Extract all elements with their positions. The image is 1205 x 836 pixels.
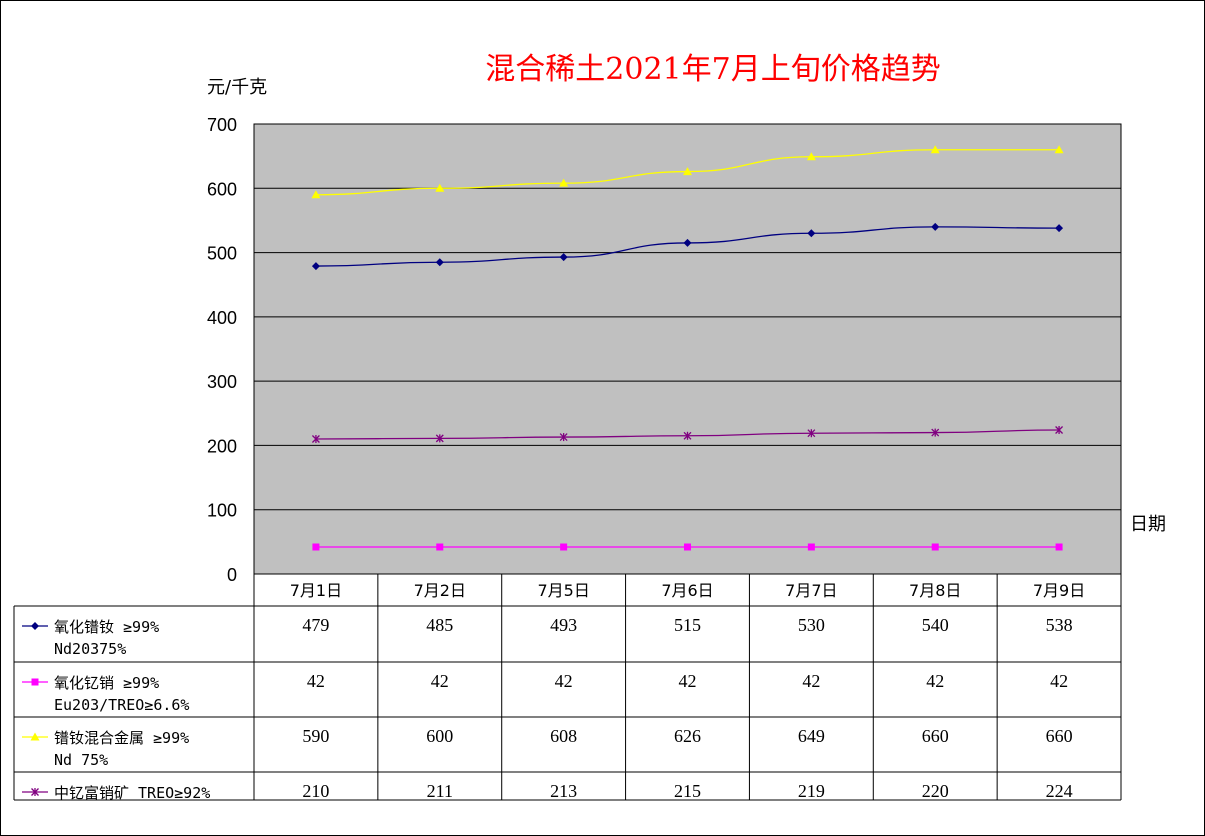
x-category-label: 7月7日 — [785, 581, 837, 600]
x-category-label: 7月5日 — [537, 581, 589, 600]
table-cell-value: 224 — [1046, 781, 1073, 801]
table-cell-value: 493 — [550, 615, 577, 635]
legend-marker — [31, 678, 39, 686]
data-point — [806, 152, 816, 161]
legend-label-line2: Nd20375% — [54, 640, 126, 658]
data-point — [1055, 543, 1063, 551]
data-point — [807, 429, 816, 438]
y-axis-ticks: 0 100 200 300 400 500 600 700 — [207, 115, 237, 585]
data-point — [931, 222, 940, 231]
x-category-label: 7月9日 — [1033, 581, 1085, 600]
series-lines — [311, 145, 1064, 551]
table-cell-value: 219 — [798, 781, 825, 801]
legend-label-line2: Nd 75% — [54, 751, 108, 769]
table-cell-value: 660 — [1046, 726, 1073, 746]
y-tick-label: 400 — [207, 308, 237, 328]
table-cell-value: 530 — [798, 615, 825, 635]
table-cell-value: 600 — [426, 726, 453, 746]
table-cell-value: 626 — [674, 726, 701, 746]
data-point — [436, 543, 444, 551]
table-cell-value: 215 — [674, 781, 701, 801]
table-cell-value: 42 — [555, 671, 573, 691]
x-axis-label: 日期 — [1130, 514, 1166, 535]
table-cell-value: 479 — [302, 615, 329, 635]
data-point — [807, 229, 816, 238]
table-cell-value: 590 — [302, 726, 329, 746]
table-cell-value: 42 — [431, 671, 449, 691]
table-cell-value: 649 — [798, 726, 825, 746]
series-3 — [311, 145, 1064, 199]
legend-marker — [31, 788, 39, 796]
table-cell-value: 42 — [802, 671, 820, 691]
data-point — [311, 435, 320, 443]
table-cell-value: 540 — [922, 615, 949, 635]
table-cell-value: 42 — [679, 671, 697, 691]
table-cell-value: 42 — [1050, 671, 1068, 691]
y-tick-label: 200 — [207, 436, 237, 456]
data-point — [559, 178, 569, 187]
table-cell-value: 42 — [926, 671, 944, 691]
chart-title: 混合稀土2021年7月上旬价格趋势 — [485, 52, 940, 87]
table-cell-value: 515 — [674, 615, 701, 635]
table-cell-value: 485 — [426, 615, 453, 635]
table-cell-value: 211 — [427, 781, 453, 801]
legend-label: 氧化钇销 ≥99% — [54, 674, 159, 692]
data-point — [559, 253, 568, 262]
plot-background — [253, 123, 1122, 575]
legend-label-line2: Eu203/TREO≥6.6% — [54, 696, 189, 714]
data-point — [435, 258, 444, 267]
series-1 — [311, 222, 1064, 271]
data-point — [435, 434, 444, 443]
y-tick-label: 700 — [207, 115, 237, 135]
data-point — [683, 238, 692, 247]
data-point — [931, 428, 940, 437]
table-cell-value: 42 — [307, 671, 325, 691]
data-point — [683, 167, 692, 176]
plot-area — [253, 123, 1122, 575]
y-tick-label: 0 — [227, 565, 237, 585]
x-category-label: 7月1日 — [290, 581, 342, 600]
y-tick-label: 600 — [207, 179, 237, 199]
legend-label: 镨钕混合金属 ≥99% — [54, 729, 189, 747]
x-category-label: 7月6日 — [661, 581, 713, 600]
data-point — [560, 543, 568, 551]
legend-marker — [31, 622, 39, 630]
legend-label: 中钇富销矿 TREO≥92% — [54, 784, 210, 802]
table-cell-value: 220 — [922, 781, 949, 801]
legend-label: 氧化镨钕 ≥99% — [54, 618, 159, 636]
data-point — [311, 190, 321, 199]
table-cell-value: 660 — [922, 726, 949, 746]
table-cell-value: 210 — [302, 781, 329, 801]
x-category-label: 7月8日 — [909, 581, 961, 600]
data-point — [559, 433, 568, 442]
series-2 — [312, 543, 1063, 551]
data-point — [311, 262, 320, 271]
y-tick-label: 300 — [207, 372, 237, 392]
table-cell-value: 608 — [550, 726, 577, 746]
table-cell-value: 213 — [550, 781, 577, 801]
series-4 — [311, 426, 1064, 443]
data-point — [435, 183, 445, 192]
data-point — [807, 543, 815, 551]
data-point — [1054, 145, 1064, 154]
data-point — [312, 543, 320, 551]
data-point — [1055, 426, 1064, 434]
table-cell-value: 538 — [1046, 615, 1073, 635]
data-point — [1055, 224, 1064, 233]
data-point — [931, 543, 939, 551]
legend-marker — [30, 732, 40, 741]
y-axis-label: 元/千克 — [207, 77, 267, 98]
data-point — [930, 145, 940, 154]
data-point — [684, 543, 691, 551]
x-category-label: 7月2日 — [414, 581, 466, 600]
y-tick-label: 100 — [207, 501, 237, 521]
data-point — [683, 431, 692, 440]
y-tick-label: 500 — [207, 244, 237, 264]
